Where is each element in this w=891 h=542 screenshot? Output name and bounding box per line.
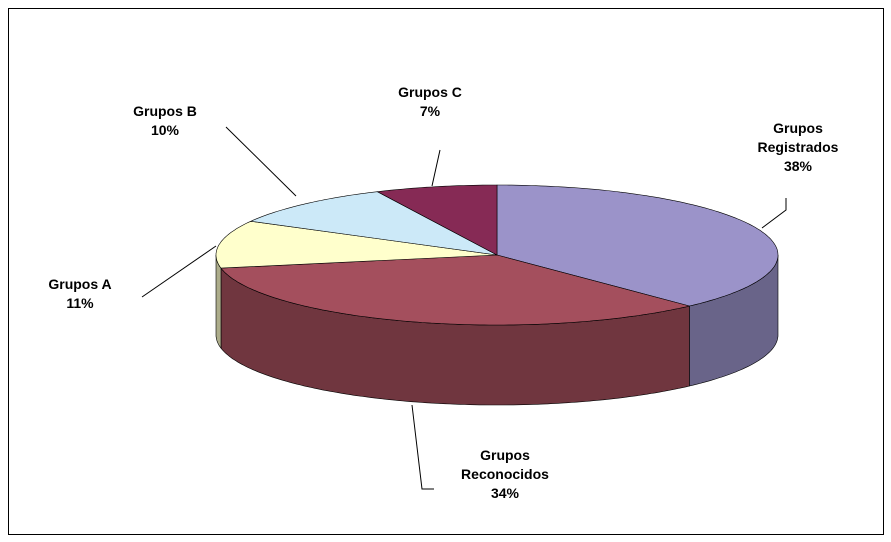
pie-slice (249, 191, 498, 256)
slice-label: Grupos A 11% (25, 275, 135, 313)
value-label: 7% (419, 103, 441, 119)
pie-slice (376, 184, 498, 256)
leader-line (141, 245, 217, 298)
value-label: 11% (66, 295, 94, 311)
category-label: Grupos Reconocidos (461, 447, 549, 482)
value-label: 34% (490, 485, 520, 501)
pie-slice (215, 220, 498, 269)
slice-label: Grupos Reconocidos 34% (450, 446, 560, 503)
value-label: 38% (783, 158, 813, 174)
category-label: Grupos Registrados (757, 120, 839, 155)
leader-line (225, 126, 297, 197)
slice-label: Grupos C 7% (375, 83, 485, 121)
pie-slice (496, 184, 779, 307)
category-label: Grupos A (48, 276, 112, 292)
leader-line (411, 404, 434, 490)
value-label: 10% (150, 122, 180, 138)
pie-side (215, 255, 222, 350)
slice-label: Grupos Registrados 38% (743, 119, 853, 176)
slice-label: Grupos B 10% (110, 102, 220, 140)
category-label: Grupos C (398, 84, 462, 100)
leader-line (761, 198, 787, 229)
category-label: Grupos B (133, 103, 197, 119)
leader-line (431, 149, 441, 187)
pie-slice (220, 254, 690, 326)
